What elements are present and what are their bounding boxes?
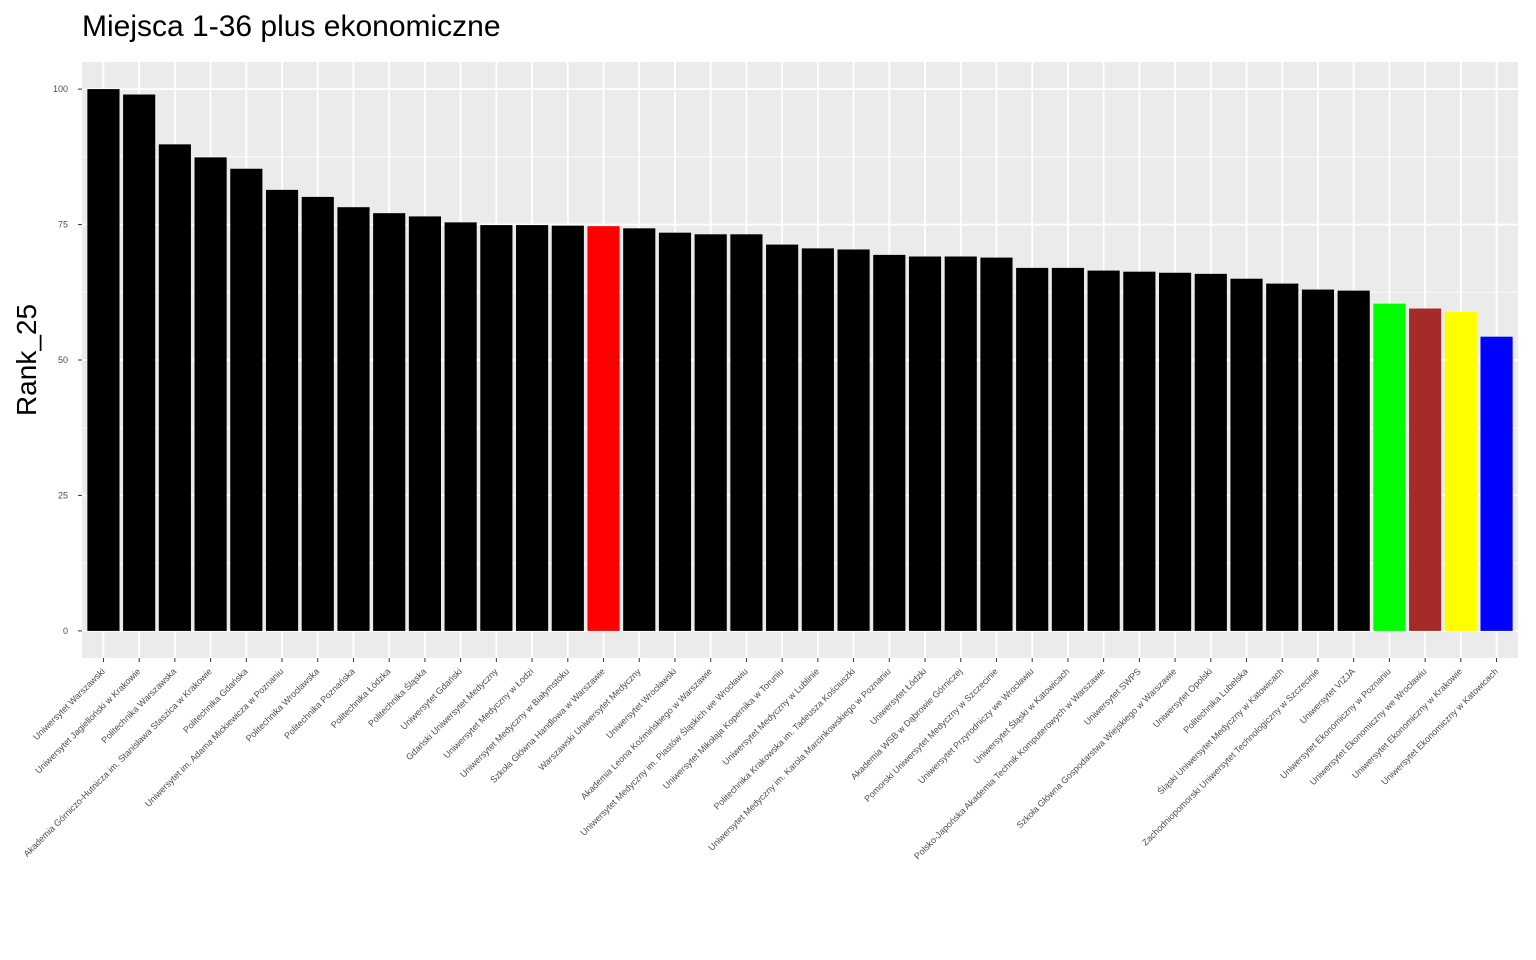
bar: [444, 222, 477, 631]
y-tick-label: 100: [53, 84, 68, 94]
bar: [337, 207, 370, 631]
bar: [1266, 283, 1299, 631]
bar: [551, 225, 584, 631]
bar: [480, 225, 513, 631]
x-tick-label: Politechnika Łódzka: [329, 666, 393, 730]
bar: [1123, 271, 1156, 631]
bar: [301, 196, 334, 631]
bar: [1480, 336, 1513, 631]
y-tick-label: 50: [58, 355, 68, 365]
bar: [1444, 311, 1477, 631]
bar: [1159, 272, 1192, 631]
bar: [766, 244, 799, 631]
bar: [194, 157, 227, 631]
bar: [730, 234, 763, 631]
bar: [837, 249, 870, 631]
x-tick-label: Politechnika Wrocławska: [244, 666, 321, 743]
bar: [1301, 289, 1335, 631]
x-tick-label: Pomorski Uniwersytet Medyczny w Szczecin…: [862, 666, 1000, 804]
x-tick-label: Uniwersytet Opolski: [1151, 666, 1214, 729]
bar: [158, 144, 191, 631]
bar: [944, 256, 977, 631]
x-tick-label: Politechnika Poznańska: [282, 666, 357, 741]
y-axis: 0 25 50 75 100: [53, 84, 82, 636]
x-tick-label: Uniwersytet Wrocławski: [604, 666, 678, 740]
bar: [1051, 267, 1084, 631]
bar: [1337, 290, 1370, 631]
x-tick-label: Śląski Uniwersytet Medyczny w Katowicach: [1155, 666, 1286, 797]
bar: [408, 216, 441, 631]
bar: [373, 213, 406, 631]
x-tick-label: Uniwersytet Gdański: [399, 666, 464, 731]
bar: [87, 89, 120, 631]
bar: [1087, 270, 1120, 631]
x-tick-label: Politechnika Śląska: [365, 666, 428, 729]
bar: [1230, 278, 1263, 631]
bar: [1373, 303, 1406, 631]
bar: [980, 257, 1013, 631]
chart-title: Miejsca 1-36 plus ekonomiczne: [82, 10, 501, 43]
bars: [87, 89, 1513, 631]
bar: [265, 189, 299, 631]
bar: [801, 248, 834, 631]
y-tick-label: 75: [58, 220, 68, 230]
bar: [623, 228, 656, 631]
bar: [1194, 273, 1227, 631]
y-tick-label: 25: [58, 490, 68, 500]
x-tick-label: Politechnika Lubelska: [1181, 666, 1250, 735]
bar: [873, 254, 906, 631]
bar: [587, 226, 620, 631]
x-tick-label: Akademia Leona Koźmińskiego w Warszawie: [579, 666, 714, 801]
y-tick-label: 0: [63, 626, 68, 636]
x-tick-label: Uniwersytet im. Adama Mickiewicza w Pozn…: [143, 666, 286, 809]
bar: [230, 168, 263, 631]
bar: [1409, 308, 1442, 631]
x-tick-label: Politechnika Gdańska: [181, 666, 250, 735]
x-tick-label: Uniwersytet Warszawski: [31, 666, 107, 742]
y-axis-label: Rank_25: [11, 304, 42, 416]
bar: [908, 256, 942, 631]
x-tick-label: Uniwersytet Medyczny im. Piastów Śląskic…: [578, 666, 750, 838]
bar: [516, 225, 549, 631]
bar: [1016, 267, 1049, 631]
bar: [123, 94, 156, 631]
bar: [694, 234, 727, 631]
bar: [658, 232, 692, 631]
